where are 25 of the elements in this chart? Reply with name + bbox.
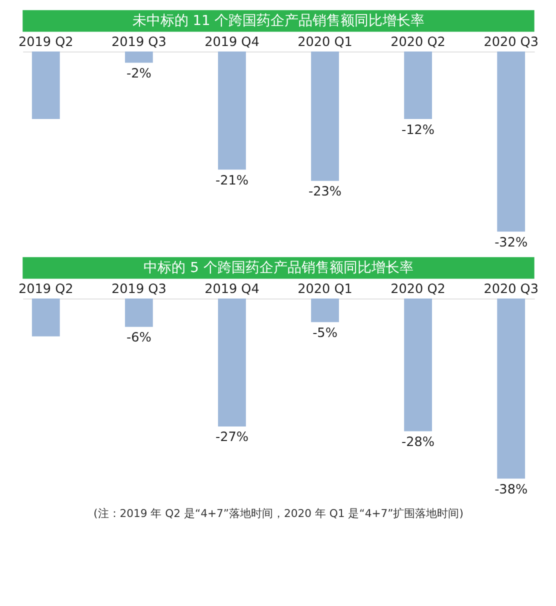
x-tick-label: 2019 Q3 — [112, 282, 166, 298]
x-tick-label: 2020 Q2 — [390, 282, 446, 298]
data-label: -6% — [126, 330, 152, 346]
data-label: -28% — [402, 434, 435, 450]
x-tick-label: 2020 Q1 — [298, 35, 352, 50]
data-label: -23% — [308, 184, 342, 200]
data-label: -2% — [126, 66, 152, 82]
data-label: -12% — [402, 122, 435, 138]
x-tick-label: 2020 Q2 — [390, 35, 446, 50]
x-tick-label: 2019 Q3 — [112, 35, 166, 50]
chart-title: 未中标的 11 个跨国药企产品销售额同比增长率 — [132, 12, 425, 29]
data-label: -21% — [215, 173, 248, 188]
x-tick-label: 2019 Q2 — [18, 282, 74, 298]
x-tick-label: 2020 Q1 — [298, 282, 352, 298]
x-tick-label: 2020 Q3 — [484, 282, 538, 298]
text: (注：2019 年 Q2 是“4+7”落地时间，2020 年 Q1 是“4+7”扩围落地时间) — [94, 506, 464, 520]
x-tick-label: 2019 Q4 — [204, 35, 260, 50]
data-label: -27% — [215, 430, 248, 446]
x-tick-label: 2020 Q3 — [484, 35, 538, 50]
data-label: -32% — [494, 235, 528, 250]
x-tick-label: 2019 Q4 — [204, 282, 260, 298]
chart-title: 中标的 5 个跨国药企产品销售额同比增长率 — [144, 260, 414, 276]
x-tick-label: 2019 Q2 — [18, 35, 74, 50]
data-label: -38% — [494, 482, 528, 498]
data-label: -5% — [312, 326, 338, 341]
